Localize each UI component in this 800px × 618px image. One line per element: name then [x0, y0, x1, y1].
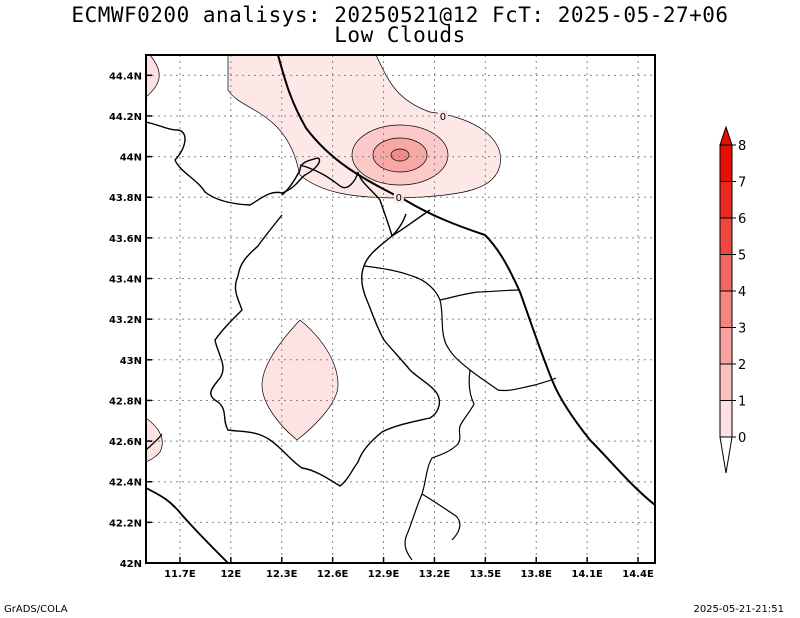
colorbar-swatch	[719, 400, 733, 438]
axis-ticks: 11.7E 12E 12.3E 12.6E 12.9E 13.2E 13.5E 13.8E 14…	[109, 71, 654, 580]
colorbar-swatch	[719, 181, 733, 219]
chart-title: ECMWF0200 analisys: 20250521@12 FcT: 202…	[71, 3, 729, 27]
colorbar-label: 1	[738, 395, 746, 410]
border-umbria	[210, 213, 441, 487]
colorbar: 0 1 2 3 4 5 6 7 8	[719, 125, 746, 474]
border-tuscany-north	[146, 121, 321, 206]
y-tick-label: 42N	[120, 559, 142, 570]
shade-region-central	[261, 319, 339, 441]
y-tick-label: 44N	[120, 153, 142, 164]
colorbar-swatch	[719, 217, 733, 255]
x-tick-label: 12E	[220, 569, 241, 580]
y-tick-label: 43.2N	[109, 315, 142, 326]
colorbar-swatch	[719, 144, 733, 182]
y-tick-label: 42.2N	[109, 518, 142, 529]
y-tick-label: 44.2N	[109, 112, 142, 123]
colorbar-swatch	[719, 363, 733, 401]
contour-label-bg	[393, 191, 404, 204]
chart-subtitle: Low Clouds	[334, 23, 466, 47]
contour-labels: 00	[393, 109, 448, 204]
colorbar-label: 5	[738, 249, 746, 264]
border-lazio-west	[146, 433, 163, 451]
contour-label: 0	[396, 193, 402, 204]
border-marche-inner	[363, 265, 521, 301]
y-tick-label: 42.6N	[109, 437, 142, 448]
x-tick-label: 14.1E	[571, 569, 603, 580]
cloud-shading	[146, 55, 501, 463]
y-tick-label: 43.4N	[109, 275, 142, 286]
coastline-tyrrhenian	[146, 487, 229, 563]
x-tick-label: 11.7E	[164, 569, 196, 580]
colorbar-label: 4	[738, 285, 746, 300]
colorbar-label: 6	[738, 212, 746, 227]
plot-frame	[145, 54, 656, 564]
x-tick-label: 13.5E	[470, 569, 502, 580]
shade-region-north	[227, 55, 501, 199]
y-tick-label: 42.8N	[109, 396, 142, 407]
colorbar-label: 2	[738, 358, 746, 373]
y-tick-label: 43.8N	[109, 193, 142, 204]
y-tick-label: 43N	[120, 356, 142, 367]
colorbar-swatch	[719, 327, 733, 365]
border-lazio-abruzzo	[421, 493, 461, 541]
colorbar-swatch	[719, 290, 733, 328]
x-tick-label: 12.9E	[368, 569, 400, 580]
generation-timestamp: 2025-05-21-21:51	[693, 604, 784, 615]
coastline	[277, 55, 655, 506]
colorbar-top-arrow	[719, 125, 733, 146]
region-borders	[146, 55, 655, 563]
x-tick-label: 13.2E	[419, 569, 451, 580]
grid-lines	[146, 55, 655, 564]
contour-label: 0	[440, 112, 446, 123]
y-tick-label: 43.6N	[109, 234, 142, 245]
colorbar-label: 8	[738, 139, 746, 154]
contour-label-bg	[437, 109, 448, 122]
y-tick-label: 42.4N	[109, 478, 142, 489]
x-tick-label: 12.3E	[266, 569, 298, 580]
colorbar-swatch	[719, 254, 733, 292]
shade-edge-west	[146, 417, 163, 463]
colorbar-label: 7	[738, 176, 746, 191]
colorbar-label: 3	[738, 322, 746, 337]
shade-core-3	[390, 148, 410, 162]
x-tick-label: 14.4E	[622, 569, 654, 580]
x-tick-label: 12.6E	[317, 569, 349, 580]
border-marche-mid	[439, 299, 557, 392]
border-abruzzo	[404, 369, 475, 561]
colorbar-bottom-arrow	[719, 436, 733, 474]
x-tick-label: 13.8E	[520, 569, 552, 580]
y-tick-label: 44.4N	[109, 71, 142, 82]
colorbar-label: 0	[738, 431, 746, 446]
border-marche-north	[299, 164, 431, 238]
software-credit: GrADS/COLA	[4, 604, 68, 615]
